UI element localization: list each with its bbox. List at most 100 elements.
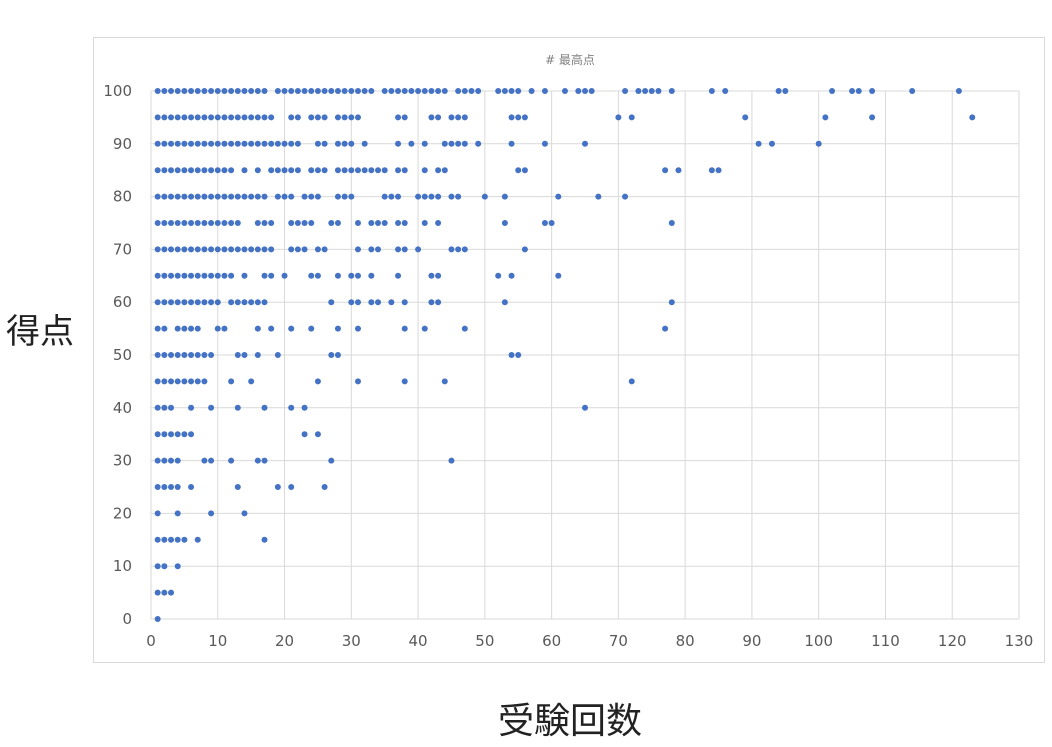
data-point: [194, 299, 201, 306]
data-point: [401, 325, 408, 332]
data-point: [261, 299, 268, 306]
data-point: [354, 88, 361, 94]
data-point: [428, 193, 435, 200]
data-point: [201, 457, 208, 464]
data-point: [448, 457, 455, 464]
data-point: [354, 378, 361, 385]
data-point: [248, 193, 255, 200]
data-point: [441, 378, 448, 385]
data-point: [461, 140, 468, 147]
data-point: [301, 220, 308, 226]
x-tick-label: 80: [676, 632, 695, 650]
data-point: [254, 167, 261, 174]
data-point: [234, 193, 241, 200]
data-point: [501, 299, 508, 306]
data-point: [408, 140, 415, 147]
data-point: [181, 378, 188, 385]
data-point: [314, 167, 321, 174]
data-point: [348, 140, 355, 147]
data-point: [154, 616, 161, 622]
data-point: [274, 88, 281, 94]
data-point: [194, 193, 201, 200]
data-point: [668, 299, 675, 306]
data-point: [321, 484, 328, 490]
data-point: [168, 88, 175, 94]
data-point: [221, 325, 228, 332]
data-point: [354, 167, 361, 174]
tick-labels: 0 10 20 30 40 50 60 70 80 90 100 0 10 20 30 40 50 60 70 80 9…: [103, 82, 1033, 650]
data-point: [582, 404, 588, 411]
data-point: [675, 167, 682, 174]
data-point: [241, 140, 248, 147]
data-point: [348, 272, 355, 279]
data-point: [174, 484, 181, 490]
data-point: [375, 167, 382, 174]
x-tick-label: 30: [342, 632, 361, 650]
data-point: [301, 88, 308, 94]
data-point: [708, 88, 715, 94]
data-point: [188, 272, 195, 279]
data-point: [508, 352, 515, 358]
data-point: [421, 88, 428, 94]
data-point: [642, 88, 649, 94]
data-point: [161, 220, 168, 226]
data-point: [455, 88, 462, 94]
data-point: [401, 167, 408, 174]
data-point: [274, 484, 281, 490]
data-point: [294, 246, 301, 253]
data-point: [228, 167, 235, 174]
data-point: [221, 246, 228, 253]
data-point: [234, 246, 241, 253]
data-point: [268, 140, 275, 147]
data-point: [241, 510, 248, 517]
data-point: [181, 114, 188, 121]
data-point: [448, 140, 455, 147]
data-point: [328, 220, 335, 226]
data-point: [381, 220, 388, 226]
data-point: [308, 167, 315, 174]
data-point: [381, 193, 388, 200]
data-point: [628, 378, 635, 385]
data-point: [174, 563, 181, 570]
data-point: [582, 88, 588, 94]
data-point: [495, 88, 502, 94]
data-point: [348, 299, 355, 306]
data-point: [254, 140, 261, 147]
data-point: [241, 167, 248, 174]
data-point: [415, 246, 422, 253]
y-tick-label: 100: [103, 82, 132, 100]
data-point: [849, 88, 856, 94]
data-point: [288, 246, 295, 253]
data-point: [869, 88, 876, 94]
data-point: [241, 299, 248, 306]
data-point: [208, 220, 215, 226]
data-point: [334, 352, 341, 358]
data-point: [321, 167, 328, 174]
data-point: [174, 220, 181, 226]
data-point: [321, 88, 328, 94]
data-point: [495, 272, 502, 279]
data-point: [154, 272, 161, 279]
data-point: [435, 272, 442, 279]
data-point: [268, 325, 275, 332]
data-point: [528, 88, 535, 94]
data-point: [154, 352, 161, 358]
data-point: [248, 246, 255, 253]
data-point: [294, 88, 301, 94]
data-point: [375, 246, 382, 253]
data-point: [201, 193, 208, 200]
data-point: [475, 88, 482, 94]
data-point: [181, 88, 188, 94]
data-point: [395, 88, 402, 94]
data-point: [208, 299, 215, 306]
data-point: [475, 140, 482, 147]
data-point: [395, 114, 402, 121]
data-point: [955, 88, 962, 94]
data-point: [508, 88, 515, 94]
data-point: [241, 114, 248, 121]
data-point: [261, 272, 268, 279]
data-point: [208, 352, 215, 358]
data-point: [648, 88, 655, 94]
data-point: [455, 140, 462, 147]
data-point: [168, 114, 175, 121]
